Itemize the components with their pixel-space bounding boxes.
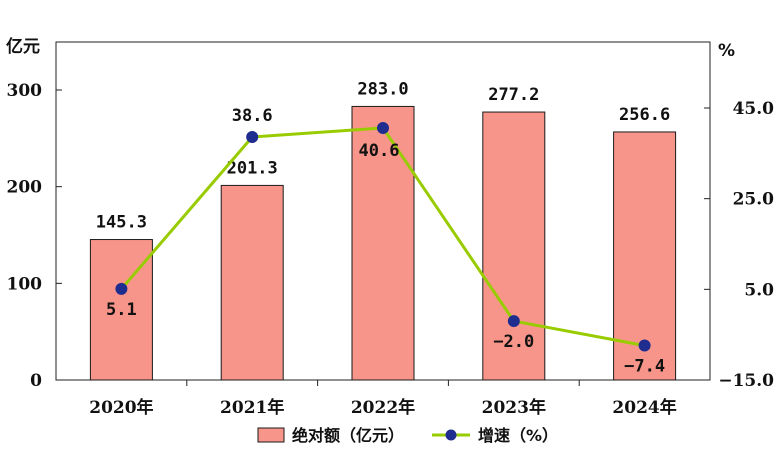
left-tick-label-3: 300 <box>7 81 43 101</box>
category-label-4: 2024年 <box>612 397 676 418</box>
legend-swatch-bar <box>257 427 285 443</box>
line-label-4: −7.4 <box>624 357 665 377</box>
left-tick-label-0: 0 <box>30 371 42 391</box>
bar-4 <box>613 131 677 381</box>
bar-label-0: 145.3 <box>96 213 147 233</box>
line-point-3 <box>507 315 520 328</box>
line-label-3: −2.0 <box>493 332 534 352</box>
category-label-2: 2022年 <box>351 397 415 418</box>
line-point-1 <box>246 131 259 144</box>
left-tick-label-2: 200 <box>7 178 43 198</box>
legend-label-bar: 绝对额（亿元） <box>292 426 404 445</box>
legend: 绝对额（亿元） 增速（%） <box>257 426 558 445</box>
right-tick-label-0: −15.0 <box>718 371 774 391</box>
category-label-3: 2023年 <box>482 397 546 418</box>
legend-swatch-marker <box>445 429 457 441</box>
right-axis-unit: % <box>718 41 735 61</box>
bar-label-4: 256.6 <box>619 105 670 125</box>
line-label-1: 38.6 <box>232 106 273 126</box>
bar-2 <box>351 105 415 381</box>
line-point-0 <box>115 282 128 295</box>
right-tick-label-1: 5.0 <box>744 280 774 300</box>
right-tick-label-2: 25.0 <box>733 190 775 210</box>
line-label-2: 40.6 <box>359 141 400 161</box>
left-axis-unit: 亿元 <box>6 36 40 57</box>
line-point-2 <box>377 121 389 134</box>
legend-label-line: 增速（%） <box>478 426 558 445</box>
bar-label-2: 283.0 <box>357 79 408 99</box>
bar-label-1: 201.3 <box>227 158 278 178</box>
category-label-0: 2020年 <box>89 397 153 418</box>
line-label-0: 5.1 <box>106 300 137 320</box>
bar-3 <box>482 111 546 381</box>
line-point-4 <box>638 339 651 352</box>
right-tick-label-3: 45.0 <box>733 99 775 119</box>
category-label-1: 2021年 <box>220 397 284 418</box>
left-tick-label-1: 100 <box>7 274 43 294</box>
bar-1 <box>220 184 284 381</box>
bar-label-3: 277.2 <box>488 85 539 105</box>
